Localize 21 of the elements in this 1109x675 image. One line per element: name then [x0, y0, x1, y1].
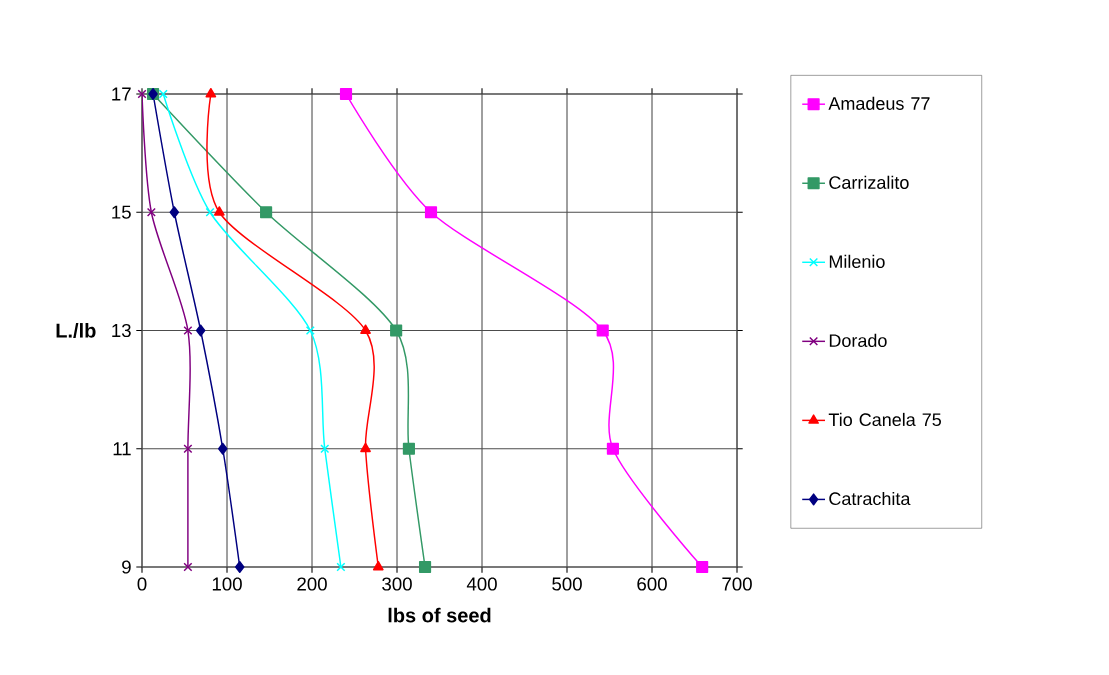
x-axis-title: lbs of seed — [388, 607, 491, 623]
x-tick-label: 500 — [552, 577, 582, 591]
legend-label: Amadeus 77 — [828, 96, 930, 110]
legend-label: Catrachita — [829, 491, 911, 506]
x-tick-label: 200 — [297, 577, 327, 591]
y-tick-label: 9 — [122, 560, 131, 574]
legend-label: Tio Canela 75 — [828, 412, 941, 427]
x-tick-label: 600 — [637, 577, 667, 591]
legend-label: Milenio — [829, 254, 885, 268]
legend-label: Dorado — [829, 333, 887, 348]
y-axis-title: L./lb — [56, 323, 96, 338]
x-tick-label: 100 — [212, 577, 242, 591]
y-tick-label: 13 — [112, 323, 131, 338]
y-tick-label: 17 — [112, 87, 131, 101]
x-tick-label: 300 — [382, 577, 412, 591]
legend-label: Carrizalito — [829, 175, 909, 189]
y-tick-label: 15 — [112, 205, 131, 219]
y-tick-label: 11 — [113, 442, 131, 456]
x-tick-label: 400 — [466, 577, 497, 591]
x-tick-label: 0 — [137, 577, 147, 591]
x-tick-label: 700 — [722, 577, 752, 591]
